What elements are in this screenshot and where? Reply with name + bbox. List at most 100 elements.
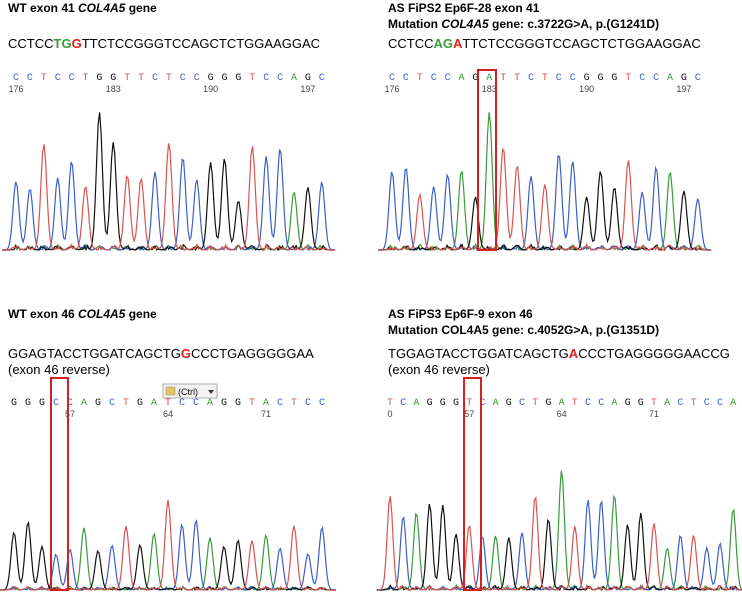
- base-call: C: [152, 73, 158, 84]
- base-call: T: [691, 398, 697, 409]
- sequence-part: TTCTCCGGGTCCAGCTCTGGAAGGAC: [82, 36, 320, 51]
- title-part: AS FiPS3 Ep6F-9 exon 46: [388, 307, 533, 321]
- title-part: COL4A5: [78, 1, 126, 15]
- base-call: G: [638, 398, 644, 409]
- base-call: T: [123, 398, 129, 409]
- position-label: 71: [649, 409, 659, 419]
- panel-subtitle: Mutation COL4A5 gene: c.4052G>A, p.(G135…: [388, 323, 659, 337]
- subtitle-part: gene: c.3722G>A, p.(G1241D): [489, 17, 659, 31]
- base-call: T: [41, 73, 47, 84]
- base-call: C: [193, 398, 199, 409]
- base-call: G: [440, 398, 446, 409]
- title-part: AS FiPS2 Ep6F-28 exon 41: [388, 1, 540, 15]
- sequence-part: CCTCC: [388, 36, 434, 51]
- base-call: C: [431, 73, 437, 84]
- position-label: 176: [384, 84, 399, 94]
- base-call: T: [249, 398, 255, 409]
- position-label: 190: [579, 84, 594, 94]
- base-call: T: [466, 398, 472, 409]
- sequence-part: G: [181, 346, 191, 361]
- base-call: T: [387, 398, 393, 409]
- base-call: G: [625, 398, 631, 409]
- subtitle-part: Mutation COL4A5 gene: c.4052G>A, p.(G135…: [388, 323, 659, 337]
- base-call: G: [96, 73, 102, 84]
- position-label: 176: [8, 84, 23, 94]
- title-part: gene: [125, 1, 157, 15]
- panel-title: AS FiPS3 Ep6F-9 exon 46: [388, 307, 533, 321]
- title-part: WT exon 46: [8, 307, 78, 321]
- position-label: 64: [557, 409, 567, 419]
- base-call: C: [717, 398, 723, 409]
- base-call: G: [39, 398, 45, 409]
- base-call: A: [559, 398, 565, 409]
- base-call: A: [413, 398, 419, 409]
- sequence-note: (exon 46 reverse): [388, 362, 490, 377]
- base-call: A: [730, 398, 736, 409]
- base-call: C: [400, 398, 406, 409]
- base-call: T: [138, 73, 144, 84]
- base-call: T: [514, 73, 520, 84]
- base-call: G: [11, 398, 17, 409]
- position-label: 0: [387, 409, 392, 419]
- base-call: G: [221, 73, 227, 84]
- base-call: C: [598, 398, 604, 409]
- base-call: G: [611, 73, 617, 84]
- subtitle-part: Mutation: [388, 17, 441, 31]
- base-call: C: [179, 398, 185, 409]
- position-label: 197: [300, 84, 315, 94]
- base-call: C: [277, 398, 283, 409]
- sequence-part: AG: [434, 36, 454, 51]
- base-call: A: [81, 398, 87, 409]
- base-call: T: [249, 73, 255, 84]
- base-call: G: [427, 398, 433, 409]
- base-call: C: [704, 398, 710, 409]
- base-call: G: [305, 73, 311, 84]
- position-label: 183: [106, 84, 121, 94]
- base-call: G: [95, 398, 101, 409]
- base-call: A: [667, 73, 673, 84]
- base-call: C: [69, 73, 75, 84]
- base-call: C: [180, 73, 186, 84]
- base-call: T: [417, 73, 423, 84]
- sequence-note: (exon 46 reverse): [8, 362, 110, 377]
- base-call: C: [319, 398, 325, 409]
- base-call: T: [165, 398, 171, 409]
- base-call: C: [277, 73, 283, 84]
- position-label: 197: [676, 84, 691, 94]
- base-call: C: [556, 73, 562, 84]
- position-label: 71: [261, 409, 271, 419]
- base-call: A: [291, 73, 297, 84]
- base-call: C: [677, 398, 683, 409]
- sequence: CCTCCTGGTTCTCCGGGTCCAGCTCTGGAAGGAC: [8, 36, 320, 51]
- base-call: T: [500, 73, 506, 84]
- popup-icon: [166, 387, 175, 395]
- base-call: G: [25, 398, 31, 409]
- base-call: C: [13, 73, 19, 84]
- title-part: gene: [125, 307, 157, 321]
- base-call: T: [625, 73, 631, 84]
- base-call: G: [584, 73, 590, 84]
- ctrl-popup[interactable]: (Ctrl): [163, 384, 217, 398]
- base-call: G: [110, 73, 116, 84]
- base-call: C: [389, 73, 395, 84]
- sequence-part: TG: [54, 36, 72, 51]
- base-call: C: [403, 73, 409, 84]
- sequence-part: CCTCC: [8, 36, 54, 51]
- base-call: A: [493, 398, 499, 409]
- panel-subtitle: Mutation COL4A5 gene: c.3722G>A, p.(G124…: [388, 17, 659, 31]
- base-call: C: [53, 398, 59, 409]
- sequence: GGAGTACCTGGATCAGCTGGCCCTGAGGGGGAA: [8, 346, 314, 361]
- popup-label[interactable]: (Ctrl): [178, 387, 198, 397]
- sequence: CCTCCAGATTCTCCGGGTCCAGCTCTGGAAGGAC: [388, 36, 701, 51]
- position-label: 183: [482, 84, 497, 94]
- base-call: C: [109, 398, 115, 409]
- base-call: A: [263, 398, 269, 409]
- base-call: T: [572, 398, 578, 409]
- base-call: C: [319, 73, 325, 84]
- title-part: COL4A5: [78, 307, 126, 321]
- position-label: 57: [464, 409, 474, 419]
- base-call: G: [597, 73, 603, 84]
- sequence-part: G: [72, 36, 82, 51]
- base-call: T: [124, 73, 130, 84]
- base-call: G: [235, 398, 241, 409]
